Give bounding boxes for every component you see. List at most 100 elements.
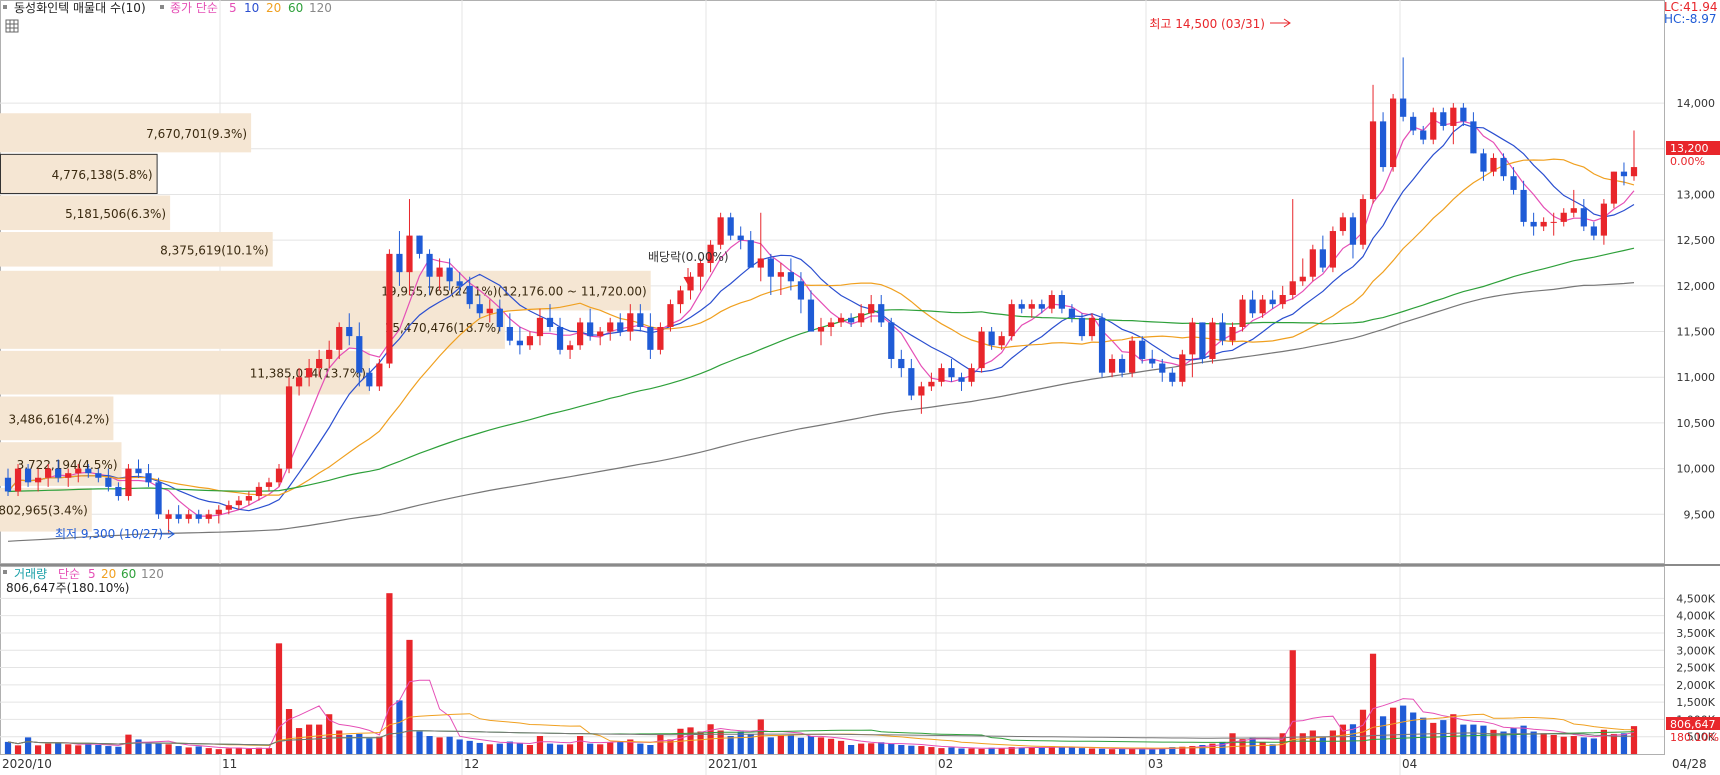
volume-bar bbox=[958, 748, 965, 754]
candle-body bbox=[356, 336, 363, 373]
candle-body bbox=[205, 514, 212, 519]
legend-marker bbox=[160, 5, 164, 9]
volume-bar bbox=[165, 744, 172, 754]
volume-bar bbox=[827, 738, 835, 754]
candle-body bbox=[1239, 299, 1246, 327]
candle-body bbox=[1530, 221, 1537, 227]
volume-bar bbox=[908, 745, 915, 754]
candle-body bbox=[225, 505, 232, 510]
candle-body bbox=[1420, 130, 1427, 140]
candle-body bbox=[817, 326, 825, 332]
volume-bar bbox=[396, 700, 403, 754]
candle-body bbox=[727, 217, 734, 236]
volume-profile-bar bbox=[0, 232, 273, 267]
volume-bar bbox=[1420, 717, 1427, 754]
volume-bar bbox=[898, 745, 905, 754]
candle-body bbox=[526, 336, 534, 346]
current-volume-text: 806,647주(180.10%) bbox=[6, 581, 129, 595]
volume-bar bbox=[1118, 748, 1126, 754]
candle-body bbox=[275, 468, 283, 483]
candle-body bbox=[1540, 221, 1547, 227]
candle-body bbox=[115, 486, 122, 497]
volume-bar bbox=[1209, 743, 1216, 754]
volume-bar bbox=[1199, 745, 1206, 754]
candle-body bbox=[185, 514, 192, 519]
candle-body bbox=[1249, 299, 1256, 314]
candle-body bbox=[948, 368, 955, 378]
candle-body bbox=[135, 468, 142, 474]
candle-body bbox=[1179, 354, 1186, 382]
price-tick-label: 12,500 bbox=[1677, 234, 1716, 247]
volume-bar bbox=[1068, 747, 1076, 754]
legend-ma10: 10 bbox=[244, 1, 259, 15]
volume-bar bbox=[466, 740, 473, 754]
volume-bar bbox=[1570, 736, 1577, 754]
volume-bar bbox=[576, 736, 584, 754]
candle-body bbox=[406, 235, 413, 273]
candle-body bbox=[988, 331, 995, 346]
candle-body bbox=[1470, 121, 1477, 154]
volume-bar bbox=[1229, 733, 1236, 754]
volume-bar bbox=[1510, 728, 1517, 754]
volume-profile-bar bbox=[0, 396, 114, 441]
candle-body bbox=[1520, 189, 1527, 222]
volume-panel-frame bbox=[0, 566, 1665, 755]
volume-bar bbox=[1289, 650, 1296, 754]
candle-body bbox=[1480, 153, 1487, 172]
candle-body bbox=[1149, 358, 1156, 364]
volume-bar bbox=[767, 737, 774, 754]
candlestick-series bbox=[4, 57, 1638, 533]
volume-bar bbox=[1259, 741, 1266, 754]
candle-body bbox=[1229, 326, 1236, 341]
volume-profile-bar bbox=[0, 154, 157, 194]
volume-bar bbox=[386, 593, 393, 754]
candle-body bbox=[1630, 167, 1638, 177]
candle-body bbox=[366, 372, 373, 387]
volume-bar bbox=[998, 748, 1005, 754]
candle-body bbox=[1309, 249, 1316, 277]
volume-tick-label: 3,500K bbox=[1676, 627, 1715, 640]
volume-bar bbox=[536, 736, 544, 754]
candle-body bbox=[1259, 299, 1266, 314]
candle-body bbox=[436, 267, 443, 277]
volume-bar bbox=[1520, 725, 1527, 754]
candle-body bbox=[396, 253, 403, 273]
volume-bar bbox=[376, 736, 383, 754]
candle-body bbox=[14, 468, 22, 492]
volume-bar bbox=[968, 748, 975, 754]
price-tick-label: 13,000 bbox=[1677, 188, 1716, 201]
legend-marker bbox=[3, 5, 7, 9]
volume-bar bbox=[85, 743, 92, 754]
price-tick-label: 10,000 bbox=[1677, 463, 1716, 476]
volume-profile-bar bbox=[0, 305, 505, 349]
price-tick-label: 9,500 bbox=[1684, 508, 1716, 521]
candle-body bbox=[245, 496, 253, 501]
candle-body bbox=[1319, 249, 1326, 268]
volume-bar bbox=[526, 745, 534, 754]
volume-profile-label: 3,486,616(4.2%) bbox=[8, 412, 109, 426]
grid-toggle-icon[interactable] bbox=[5, 19, 19, 33]
volume-profile-bar bbox=[0, 195, 171, 231]
candle-body bbox=[938, 368, 945, 382]
volume-bar bbox=[1339, 724, 1347, 754]
candle-body bbox=[1269, 299, 1276, 305]
volume-bar bbox=[1450, 714, 1457, 754]
candle-body bbox=[1379, 121, 1387, 168]
current-volume-tag: 806,647 bbox=[1670, 718, 1716, 731]
volume-bar bbox=[1219, 741, 1226, 754]
volume-bar-series bbox=[4, 593, 1638, 754]
volume-bar bbox=[868, 743, 875, 754]
candle-body bbox=[1199, 322, 1206, 359]
candle-body bbox=[105, 477, 112, 487]
max-price-label: 최고 14,500 (03/31) bbox=[1149, 17, 1265, 31]
candle-body bbox=[476, 304, 483, 314]
volume-bar bbox=[727, 736, 734, 754]
x-tick-2021-01: 2021/01 bbox=[708, 757, 758, 771]
candle-body bbox=[657, 326, 664, 350]
volume-bar bbox=[637, 743, 644, 754]
candle-body bbox=[95, 473, 102, 478]
volume-bar bbox=[336, 730, 343, 754]
ma20-line bbox=[7, 158, 1635, 496]
candle-body bbox=[1008, 304, 1015, 337]
